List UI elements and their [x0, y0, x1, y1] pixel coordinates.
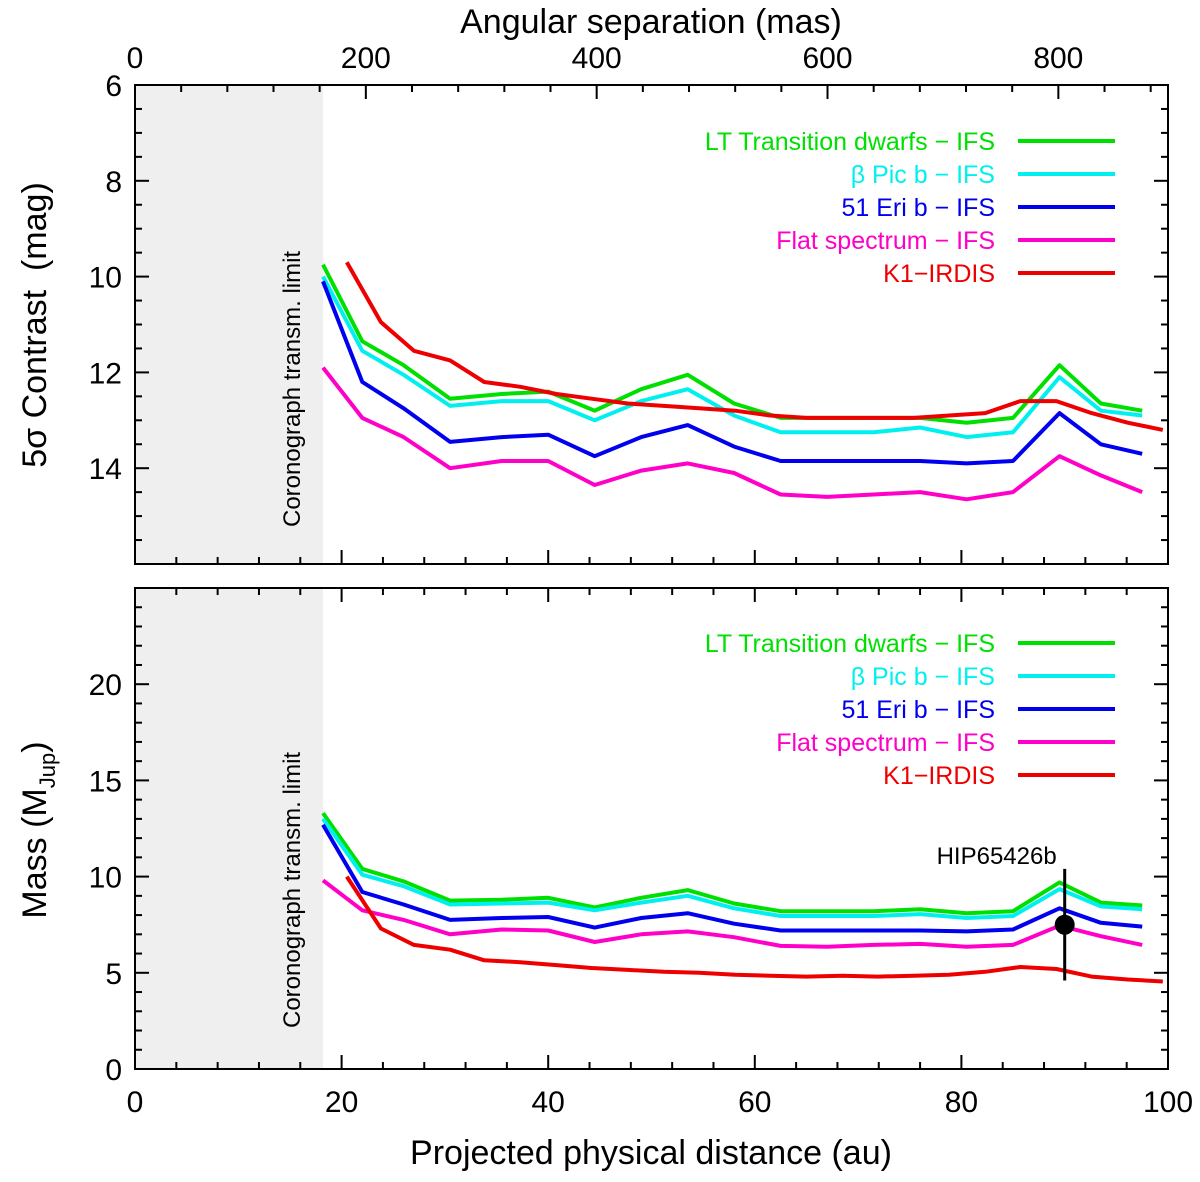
- y-tick-label: 5: [105, 958, 122, 991]
- legend-label: K1−IRDIS: [883, 260, 995, 288]
- y-tick-label: 12: [89, 357, 122, 390]
- sigma-symbol: σ: [16, 428, 54, 449]
- top-x-tick-label: 800: [1033, 42, 1083, 75]
- data-point: [1054, 914, 1075, 935]
- top-x-tick-label: 0: [127, 42, 144, 75]
- y-tick-label: 14: [89, 453, 122, 486]
- contrast-axis-title-rest: Contrast (mag): [16, 182, 54, 428]
- mass-legend: LT Transition dwarfs − IFS β Pic b − IFS 5…: [705, 630, 1115, 790]
- contrast-plot-frame: [134, 84, 1169, 565]
- legend-label: 51 Eri b − IFS: [841, 194, 995, 222]
- mass-axis-title: Mass (MJup): [16, 741, 60, 918]
- mass-series-line-3: [321, 878, 1143, 949]
- beta-symbol: β: [851, 161, 865, 189]
- x-tick-label: 20: [325, 1086, 358, 1119]
- mass-axis-ticks: 0 5 10 15 20 0 20 40 60 80 100: [89, 587, 1193, 1119]
- contrast-axis-title-prefix: 5: [16, 449, 54, 468]
- x-tick-label: 40: [532, 1086, 565, 1119]
- x-tick-label: 60: [738, 1086, 771, 1119]
- y-tick-label: 10: [89, 862, 122, 895]
- contrast-axis-ticks: 6 8 10 12 14 0 200 400 600 800: [89, 42, 1169, 565]
- legend-label: β Pic b − IFS: [851, 161, 995, 189]
- mass-series: [321, 811, 1163, 984]
- x-tick-label: 100: [1143, 1086, 1193, 1119]
- mass-axis-title-subscript: Jup: [35, 753, 60, 788]
- contrast-panel: Coronograph transm. limit 6 8 10 12 14 0 200 40…: [16, 42, 1169, 565]
- contrast-series-line-1: [321, 275, 1143, 440]
- mass-plot-frame: [134, 587, 1169, 1070]
- distance-axis-title: Projected physical distance (au): [410, 1134, 892, 1172]
- legend-label-rest: Pic b − IFS: [865, 161, 995, 189]
- legend-label: Flat spectrum − IFS: [776, 729, 995, 757]
- legend-label: LT Transition dwarfs − IFS: [705, 630, 995, 658]
- mass-series-line-0: [321, 811, 1143, 916]
- mass-series-line-2: [321, 823, 1143, 934]
- mass-series-line-1: [321, 817, 1143, 920]
- contrast-series-line-3: [321, 366, 1143, 502]
- legend-label: β Pic b − IFS: [851, 663, 995, 691]
- contrast-legend: LT Transition dwarfs − IFS β Pic b − IFS 5…: [705, 128, 1115, 288]
- mass-axis-title-close: ): [16, 741, 54, 752]
- beta-symbol: β: [851, 663, 865, 691]
- contrast-series-line-4: [345, 261, 1164, 432]
- y-tick-label: 0: [105, 1054, 122, 1087]
- coronograph-limit-label: Coronograph transm. limit: [279, 251, 306, 527]
- angular-separation-axis-title: Angular separation (mas): [460, 3, 842, 41]
- contrast-series-line-2: [321, 280, 1143, 466]
- contrast-series-line-0: [321, 263, 1143, 425]
- coronograph-limit-label: Coronograph transm. limit: [279, 752, 306, 1028]
- top-x-tick-label: 400: [572, 42, 622, 75]
- legend-label: Flat spectrum − IFS: [776, 227, 995, 255]
- coronograph-shaded-region: [135, 85, 324, 564]
- legend-label: LT Transition dwarfs − IFS: [705, 128, 995, 156]
- x-tick-label: 80: [945, 1086, 978, 1119]
- contrast-series: [321, 261, 1164, 502]
- annotation-label: HIP65426b: [937, 843, 1057, 870]
- legend-label-rest: Pic b − IFS: [865, 663, 995, 691]
- mass-axis-title-main: Mass (M: [16, 788, 54, 918]
- mass-series-line-4: [345, 875, 1163, 984]
- top-x-tick-label: 600: [802, 42, 852, 75]
- legend-label: 51 Eri b − IFS: [841, 696, 995, 724]
- y-tick-label: 15: [89, 765, 122, 798]
- y-tick-label: 10: [89, 262, 122, 295]
- y-tick-label: 20: [89, 669, 122, 702]
- x-tick-label: 0: [127, 1086, 144, 1119]
- y-tick-label: 8: [105, 166, 122, 199]
- legend-label: K1−IRDIS: [883, 762, 995, 790]
- contrast-axis-title: 5σ Contrast (mag): [16, 182, 54, 468]
- coronograph-shaded-region: [135, 588, 324, 1069]
- mass-panel: Coronograph transm. limit 0 5 10 15 20 0 20 40 6…: [16, 587, 1193, 1172]
- hip65426b-marker: HIP65426b: [937, 843, 1075, 981]
- y-tick-label: 6: [105, 70, 122, 103]
- top-x-tick-label: 200: [341, 42, 391, 75]
